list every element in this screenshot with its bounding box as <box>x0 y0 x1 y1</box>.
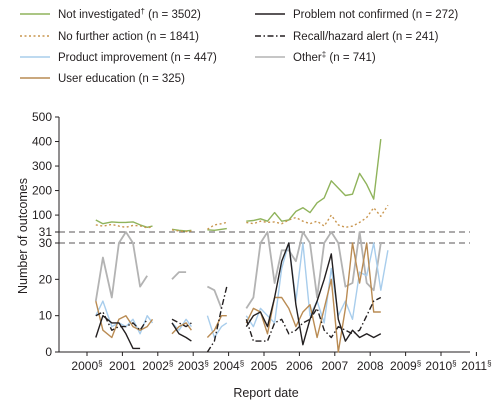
series-line <box>171 322 192 342</box>
series-line <box>171 322 192 335</box>
legend-label: Other‡ (n = 741) <box>293 50 376 64</box>
series-line <box>206 315 227 338</box>
series-line <box>245 242 389 328</box>
series-line <box>171 271 187 280</box>
legend-label: No further action (n = 1841) <box>58 31 199 43</box>
series-line <box>171 229 192 233</box>
x-tick-label: 2008 <box>357 359 384 373</box>
legend: Not investigated† (n = 3502) No further a… <box>20 7 458 85</box>
series-user-education <box>95 242 381 353</box>
y-tick-label: 20 <box>39 272 53 286</box>
series-line <box>207 221 227 230</box>
y-tick-label: 300 <box>32 159 52 173</box>
y-tick-label: 200 <box>32 184 52 198</box>
x-tick-label: 2007 <box>321 359 348 373</box>
series-line <box>95 311 148 331</box>
x-tick-label: 2004§ <box>213 359 244 373</box>
series-line <box>246 204 389 229</box>
series-product-improvement <box>95 242 389 339</box>
x-tick-label: 2009§ <box>390 359 421 373</box>
x-tick-label: 2005 <box>251 359 278 373</box>
series-recall-hazard-alert <box>95 286 382 353</box>
x-axis-title: Report date <box>233 386 298 400</box>
series-line <box>95 315 141 350</box>
series-line <box>207 227 227 232</box>
y-tick-label: 0 <box>45 345 52 359</box>
series-line <box>245 242 381 353</box>
x-tick-label: 2001 <box>109 359 136 373</box>
series-line <box>94 231 148 302</box>
series-line <box>95 223 153 229</box>
series-line <box>171 318 192 328</box>
series-line <box>245 242 382 346</box>
legend-label: Product improvement (n = 447) <box>58 52 217 64</box>
y-axis-title: Number of outcomes <box>16 178 30 294</box>
series-no-further-action <box>95 204 389 233</box>
series-line <box>95 219 153 229</box>
axis-labels: Number of outcomes Report date <box>16 178 299 400</box>
x-tick-label: 2000§ <box>71 359 102 373</box>
legend-label: Not investigated† (n = 3502) <box>58 7 201 21</box>
series-line <box>206 286 228 353</box>
series-line <box>245 296 382 342</box>
legend-label: Problem not confirmed (n = 272) <box>293 9 458 21</box>
y-tick-label: 10 <box>39 309 53 323</box>
x-tick-label: 2011§ <box>461 359 491 373</box>
x-tick-label: 2010§ <box>425 359 456 373</box>
legend-label: User education (n = 325) <box>58 73 185 85</box>
series-line <box>246 139 382 222</box>
series-line <box>95 300 154 339</box>
y-tick-label: 100 <box>32 208 52 222</box>
y-tick-label: 31 <box>39 225 53 239</box>
y-tick-label: 30 <box>39 236 53 250</box>
series-lines <box>94 139 389 353</box>
y-tick-label: 500 <box>32 110 52 124</box>
series-other <box>94 231 382 309</box>
legend-label: Recall/hazard alert (n = 241) <box>293 31 439 43</box>
series-line <box>206 285 223 309</box>
x-tick-label: 2003§ <box>178 359 209 373</box>
series-line <box>245 231 382 309</box>
x-tick-label: 2006 <box>286 359 313 373</box>
series-line <box>206 315 228 339</box>
series-not-investigated <box>95 139 382 232</box>
y-tick-label: 400 <box>32 135 52 149</box>
series-problem-not-confirmed <box>95 242 382 350</box>
x-tick-label: 2002§ <box>142 359 173 373</box>
